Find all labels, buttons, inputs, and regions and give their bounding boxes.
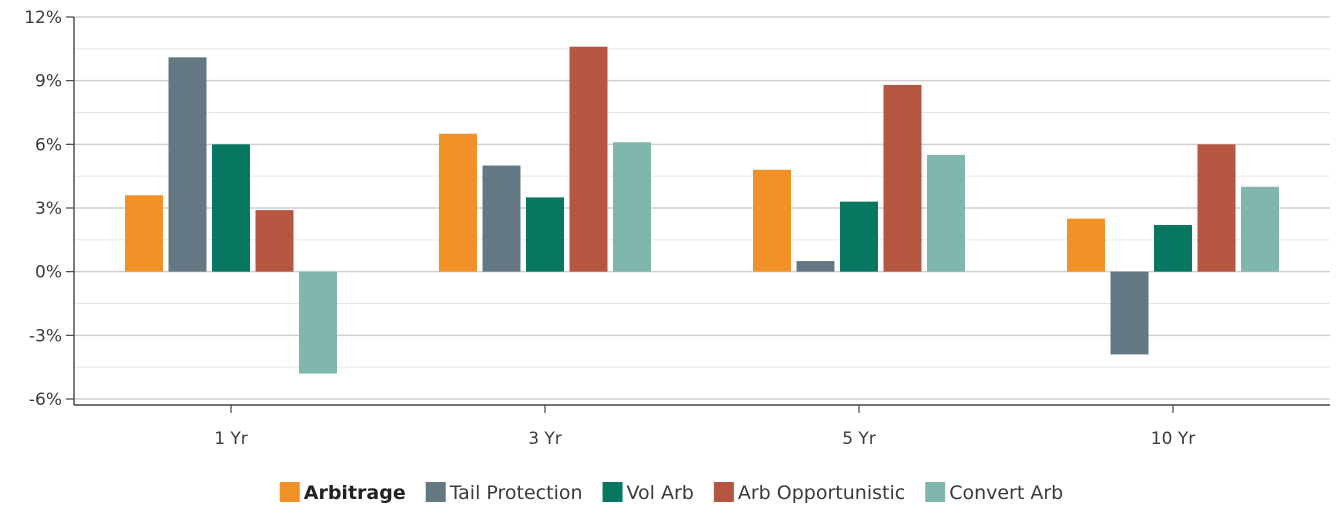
bars — [125, 46, 1279, 374]
bar-tail-protection-5-yr — [796, 261, 835, 272]
bar-convert-arb-10-yr — [1241, 186, 1279, 272]
bar-convert-arb-3-yr — [613, 142, 651, 272]
bar-vol-arb-3-yr — [526, 197, 564, 272]
bar-vol-arb-1-yr — [212, 144, 250, 272]
axes: 12% 9% 6% 3% 0% -3% -6% 1 Yr 3 Yr 5 Yr 10 Yr — [24, 8, 1330, 449]
legend-label-convert-arb: Convert Arb — [949, 482, 1063, 504]
bar-tail-protection-10-yr — [1110, 271, 1149, 355]
bar-tail-protection-3-yr — [482, 165, 521, 272]
y-tick-label: -3% — [29, 326, 62, 346]
legend-swatch-tail-protection — [425, 482, 446, 502]
legend-swatch-vol-arb — [602, 482, 623, 502]
bar-arb-opportunistic-10-yr — [1197, 144, 1236, 272]
bar-arbitrage-10-yr — [1067, 218, 1105, 272]
legend-label-tail-protection: Tail Protection — [449, 482, 583, 504]
bar-vol-arb-5-yr — [840, 201, 878, 272]
x-category-label: 5 Yr — [842, 429, 876, 449]
y-tick-label: 12% — [24, 8, 62, 28]
bar-vol-arb-10-yr — [1154, 224, 1192, 272]
legend-swatch-arb-opportunistic — [713, 482, 734, 502]
x-category-label: 1 Yr — [214, 429, 248, 449]
bar-convert-arb-1-yr — [299, 271, 337, 374]
legend-swatch-arbitrage — [279, 482, 300, 502]
legend-label-vol-arb: Vol Arb — [627, 482, 694, 504]
bar-arbitrage-3-yr — [439, 133, 477, 272]
legend-swatch-convert-arb — [925, 482, 946, 502]
x-category-label: 3 Yr — [528, 429, 562, 449]
y-tick-label: 6% — [35, 135, 62, 155]
y-tick-label: 0% — [35, 263, 62, 283]
y-tick-label: 9% — [35, 72, 62, 92]
bar-convert-arb-5-yr — [927, 154, 965, 272]
legend-label-arbitrage: Arbitrage — [304, 482, 406, 504]
x-category-label: 10 Yr — [1151, 429, 1195, 449]
bar-arb-opportunistic-1-yr — [255, 210, 294, 272]
bar-arb-opportunistic-5-yr — [883, 84, 922, 272]
bar-arb-opportunistic-3-yr — [569, 46, 608, 272]
y-tick-label: 3% — [35, 199, 62, 219]
legend-label-arb-opportunistic: Arb Opportunistic — [738, 482, 905, 504]
bar-tail-protection-1-yr — [168, 57, 207, 272]
legend: Arbitrage Tail Protection Vol Arb Arb Oppor… — [279, 482, 1063, 504]
bar-arbitrage-5-yr — [753, 169, 791, 272]
y-tick-label: -6% — [29, 390, 62, 410]
bar-arbitrage-1-yr — [125, 195, 163, 272]
